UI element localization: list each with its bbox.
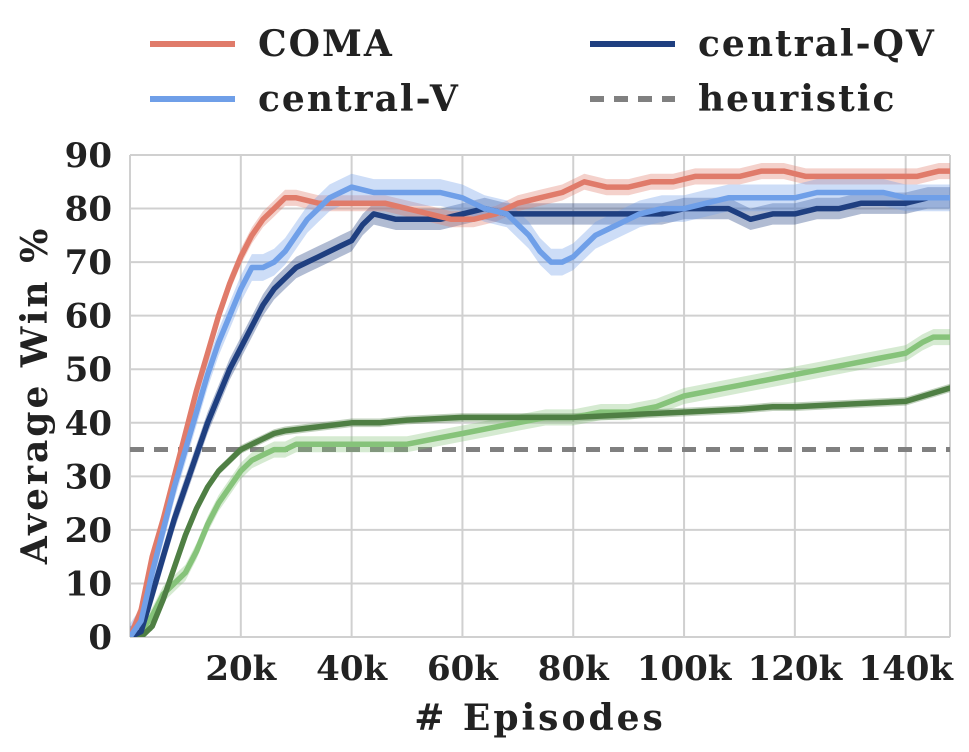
y-tick-label: 30 xyxy=(65,457,112,497)
x-tick-label: 80k xyxy=(538,649,610,689)
y-tick-label: 50 xyxy=(65,350,112,390)
legend-label: COMA xyxy=(258,23,394,65)
series-line-green-dark xyxy=(130,385,950,637)
legend-label: central-V xyxy=(258,78,460,120)
series-line-central-v xyxy=(130,184,950,637)
series-line-green-light xyxy=(130,334,950,637)
tick-labels: 0 10 20 30 40 50 60 70 80 90 20k 40k 60k 80k 100k 120k 1… xyxy=(65,136,955,689)
legend-label: heuristic xyxy=(698,78,896,120)
legend: COMA central-QV central-V heuristic xyxy=(150,23,936,120)
y-tick-label: 80 xyxy=(65,190,112,230)
x-tick-label: 100k xyxy=(637,649,733,689)
y-tick-label: 20 xyxy=(65,511,112,551)
grid xyxy=(129,154,951,638)
x-tick-label: 20k xyxy=(205,649,277,689)
y-tick-label: 90 xyxy=(65,136,112,176)
y-axis-label: Average Win % xyxy=(14,226,56,566)
y-tick-label: 0 xyxy=(88,618,112,658)
series-band-green-light xyxy=(130,329,950,637)
series-band-green-dark xyxy=(130,383,950,637)
x-tick-label: 60k xyxy=(427,649,499,689)
series-layer xyxy=(130,163,950,637)
y-tick-label: 40 xyxy=(65,404,112,444)
x-tick-label: 40k xyxy=(316,649,388,689)
y-tick-label: 70 xyxy=(65,243,112,283)
x-tick-label: 140k xyxy=(858,649,954,689)
legend-label: central-QV xyxy=(698,23,936,65)
x-axis-label: # Episodes xyxy=(414,697,666,739)
series-line-central-qv xyxy=(130,195,950,637)
series-line-coma xyxy=(130,168,950,637)
y-tick-label: 60 xyxy=(65,297,112,337)
y-tick-label: 10 xyxy=(65,564,112,604)
x-tick-label: 120k xyxy=(748,649,844,689)
